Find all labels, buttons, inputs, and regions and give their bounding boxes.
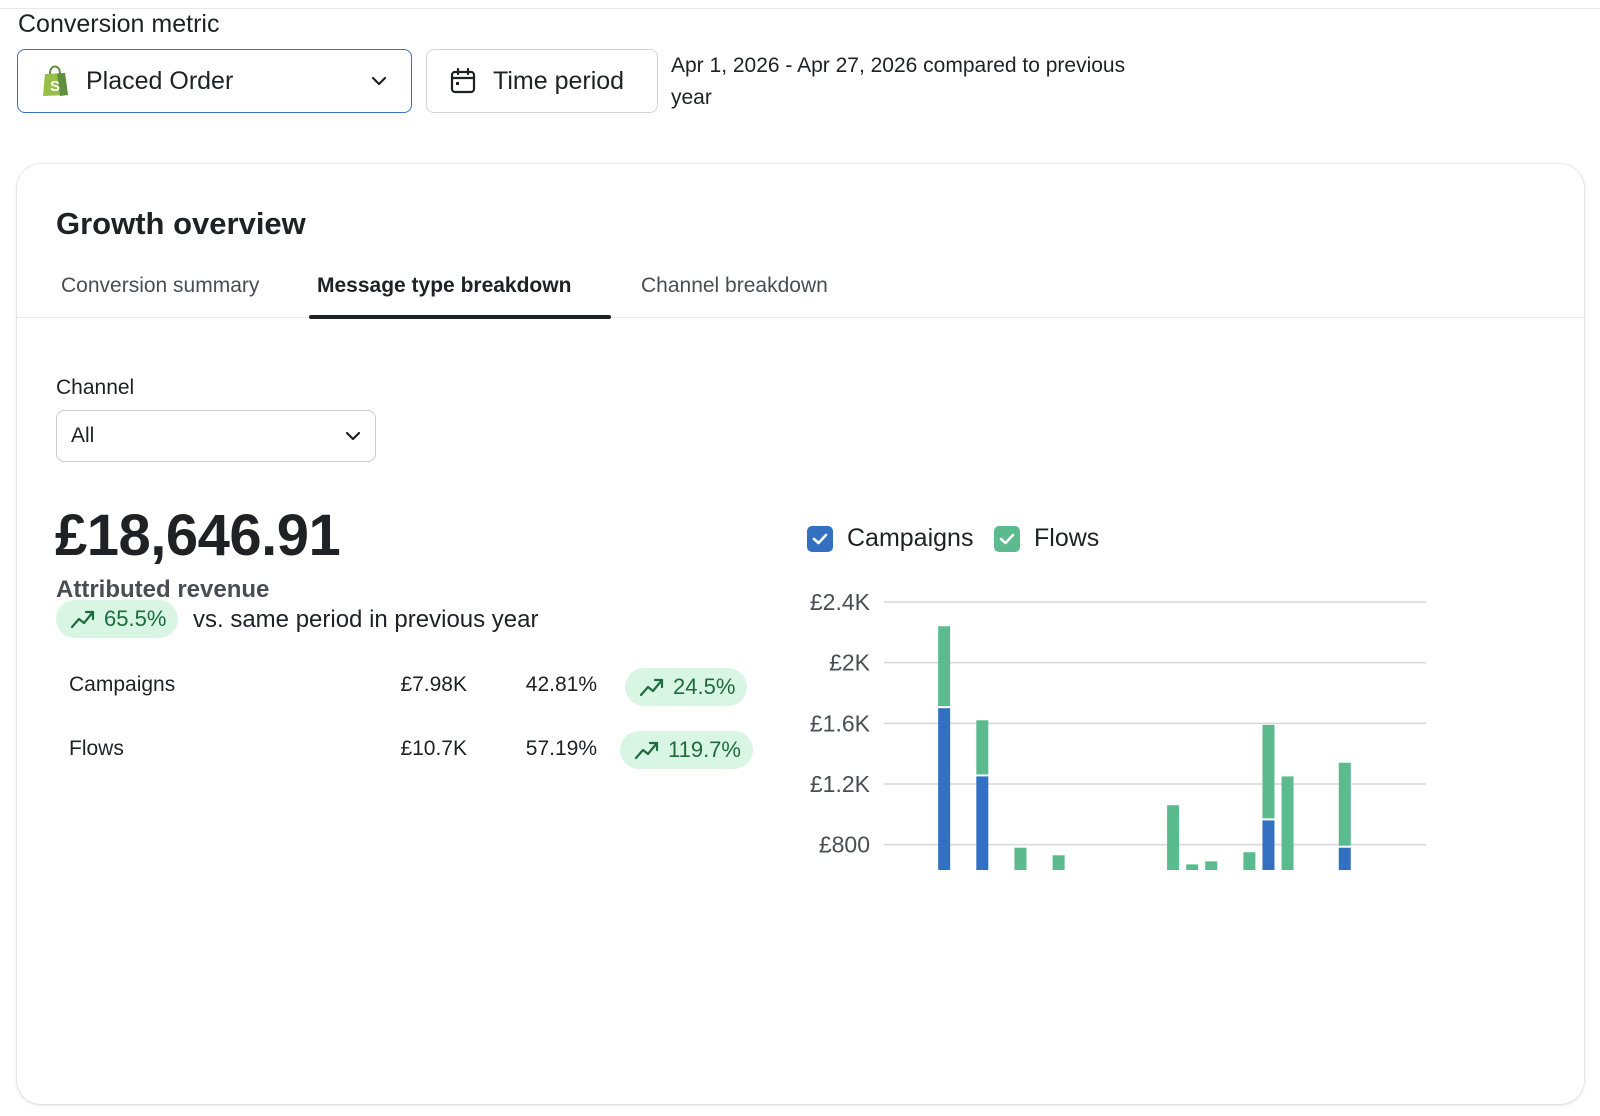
bar-campaigns (1262, 820, 1275, 870)
trend-up-icon (634, 741, 659, 760)
top-divider (0, 8, 1600, 9)
check-icon (812, 533, 828, 544)
check-icon (999, 533, 1015, 544)
row-campaigns-growth-badge: 24.5% (625, 668, 748, 706)
trend-up-icon (639, 678, 664, 697)
row-flows-share: 57.19% (525, 737, 597, 760)
bar-campaigns (938, 708, 951, 870)
total-growth-badge: 65.5% (56, 600, 179, 638)
legend-campaigns-toggle[interactable]: Campaigns (807, 524, 973, 553)
active-tab-indicator (309, 315, 611, 319)
trend-up-icon (70, 610, 95, 629)
bar-campaigns (976, 776, 989, 870)
attributed-revenue-label: Attributed revenue (56, 576, 270, 603)
bar-flows (1052, 855, 1065, 870)
card-title: Growth overview (56, 206, 306, 241)
tab-bar: Conversion summary Message type breakdow… (17, 268, 1584, 319)
bar-flows (1167, 805, 1180, 870)
y-tick-label: £800 (819, 832, 870, 858)
y-tick-label: £2.4K (810, 589, 871, 615)
tab-message-type-breakdown[interactable]: Message type breakdown (317, 274, 572, 297)
row-campaigns-value: £7.98K (400, 673, 467, 696)
legend-flows-toggle[interactable]: Flows (994, 524, 1099, 553)
chevron-down-icon (345, 431, 361, 441)
chevron-down-icon (371, 76, 387, 86)
bar-flows (1262, 724, 1275, 819)
calendar-icon (450, 67, 476, 94)
channel-label: Channel (56, 376, 135, 399)
campaigns-checkbox[interactable] (807, 525, 833, 552)
conversion-metric-select[interactable]: S Placed Order (17, 49, 412, 113)
revenue-bar-chart: £0£400£800£1.2K£1.6K£2K£2.4KApr 1Apr 7Ap… (810, 589, 1426, 870)
conversion-metric-label: Conversion metric (18, 10, 220, 38)
bar-campaigns (1338, 847, 1351, 870)
y-tick-label: £1.6K (810, 710, 871, 736)
row-flows-value: £10.7K (400, 737, 467, 760)
svg-text:S: S (50, 78, 60, 95)
bar-flows (1338, 762, 1351, 846)
row-campaigns-name: Campaigns (69, 673, 176, 696)
bar-flows (1205, 861, 1218, 870)
date-range-text: Apr 1, 2026 - Apr 27, 2026 compared to p… (671, 54, 1126, 109)
flows-checkbox[interactable] (994, 525, 1020, 552)
bar-flows (976, 720, 989, 775)
tab-conversion-summary[interactable]: Conversion summary (61, 274, 260, 297)
row-flows-name: Flows (69, 737, 124, 760)
bar-flows (1281, 776, 1294, 870)
time-period-button[interactable]: Time period (426, 49, 658, 113)
row-flows-growth: 119.7% (668, 737, 741, 762)
comparison-text: vs. same period in previous year (193, 606, 539, 633)
channel-select[interactable]: All (56, 410, 376, 462)
attributed-revenue-value: £18,646.91 (55, 503, 341, 568)
bar-flows (938, 626, 951, 707)
growth-overview-card: Growth overview Conversion summary Messa… (17, 164, 1584, 1104)
channel-value: All (71, 424, 95, 447)
tab-channel-breakdown[interactable]: Channel breakdown (641, 274, 828, 297)
legend-flows-label: Flows (1034, 524, 1100, 552)
conversion-metric-value: Placed Order (86, 66, 234, 95)
row-campaigns-growth: 24.5% (673, 674, 736, 699)
time-period-label: Time period (493, 66, 625, 95)
total-growth-value: 65.5% (104, 606, 167, 631)
bar-flows (1243, 852, 1256, 870)
bar-flows (1186, 864, 1199, 870)
y-tick-label: £2K (829, 650, 871, 676)
row-flows-growth-badge: 119.7% (620, 731, 753, 769)
bar-flows (1014, 847, 1027, 870)
y-tick-label: £1.2K (810, 771, 871, 797)
row-campaigns-share: 42.81% (525, 673, 597, 696)
shopify-bag-icon: S (43, 65, 68, 96)
legend-campaigns-label: Campaigns (847, 524, 974, 552)
